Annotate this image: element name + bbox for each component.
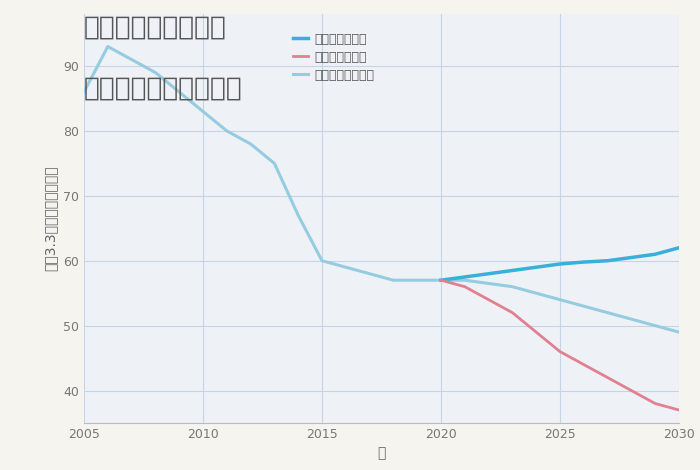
バッドシナリオ	[627, 388, 636, 393]
Y-axis label: 坪（3.3㎡）単価（万円）: 坪（3.3㎡）単価（万円）	[43, 166, 57, 271]
グッドシナリオ	[461, 274, 469, 280]
ノーマルシナリオ	[342, 265, 350, 270]
バッドシナリオ	[437, 277, 445, 283]
ノーマルシナリオ	[151, 70, 160, 75]
ノーマルシナリオ	[484, 281, 493, 286]
バッドシナリオ	[461, 284, 469, 290]
バッドシナリオ	[556, 349, 564, 354]
ノーマルシナリオ	[413, 277, 421, 283]
ノーマルシナリオ	[627, 316, 636, 322]
ノーマルシナリオ	[270, 161, 279, 166]
バッドシナリオ	[675, 407, 683, 413]
ノーマルシナリオ	[199, 109, 207, 114]
ノーマルシナリオ	[80, 89, 88, 95]
ノーマルシナリオ	[508, 284, 517, 290]
ノーマルシナリオ	[246, 141, 255, 147]
ノーマルシナリオ	[104, 44, 112, 49]
ノーマルシナリオ	[675, 329, 683, 335]
ノーマルシナリオ	[556, 297, 564, 303]
ノーマルシナリオ	[532, 290, 540, 296]
ノーマルシナリオ	[175, 89, 183, 95]
Line: ノーマルシナリオ: ノーマルシナリオ	[84, 47, 679, 332]
グッドシナリオ	[675, 245, 683, 251]
バッドシナリオ	[651, 401, 659, 407]
バッドシナリオ	[508, 310, 517, 315]
グッドシナリオ	[556, 261, 564, 267]
ノーマルシナリオ	[651, 323, 659, 329]
グッドシナリオ	[580, 259, 588, 265]
Text: 岐阜県関市富之保の: 岐阜県関市富之保の	[84, 14, 227, 40]
ノーマルシナリオ	[437, 277, 445, 283]
ノーマルシナリオ	[365, 271, 374, 276]
バッドシナリオ	[532, 329, 540, 335]
グッドシナリオ	[484, 271, 493, 276]
グッドシナリオ	[508, 267, 517, 273]
グッドシナリオ	[627, 255, 636, 260]
バッドシナリオ	[580, 362, 588, 368]
Line: グッドシナリオ: グッドシナリオ	[441, 248, 679, 280]
Line: バッドシナリオ: バッドシナリオ	[441, 280, 679, 410]
ノーマルシナリオ	[318, 258, 326, 264]
ノーマルシナリオ	[127, 57, 136, 63]
グッドシナリオ	[532, 265, 540, 270]
ノーマルシナリオ	[580, 303, 588, 309]
グッドシナリオ	[437, 277, 445, 283]
ノーマルシナリオ	[461, 277, 469, 283]
グッドシナリオ	[603, 258, 612, 264]
バッドシナリオ	[484, 297, 493, 303]
グッドシナリオ	[651, 251, 659, 257]
X-axis label: 年: 年	[377, 446, 386, 461]
Text: 中古戸建ての価格推移: 中古戸建ての価格推移	[84, 75, 243, 101]
ノーマルシナリオ	[389, 277, 398, 283]
バッドシナリオ	[603, 375, 612, 380]
ノーマルシナリオ	[223, 128, 231, 134]
Legend: グッドシナリオ, バッドシナリオ, ノーマルシナリオ: グッドシナリオ, バッドシナリオ, ノーマルシナリオ	[293, 32, 375, 82]
ノーマルシナリオ	[603, 310, 612, 315]
ノーマルシナリオ	[294, 212, 302, 218]
